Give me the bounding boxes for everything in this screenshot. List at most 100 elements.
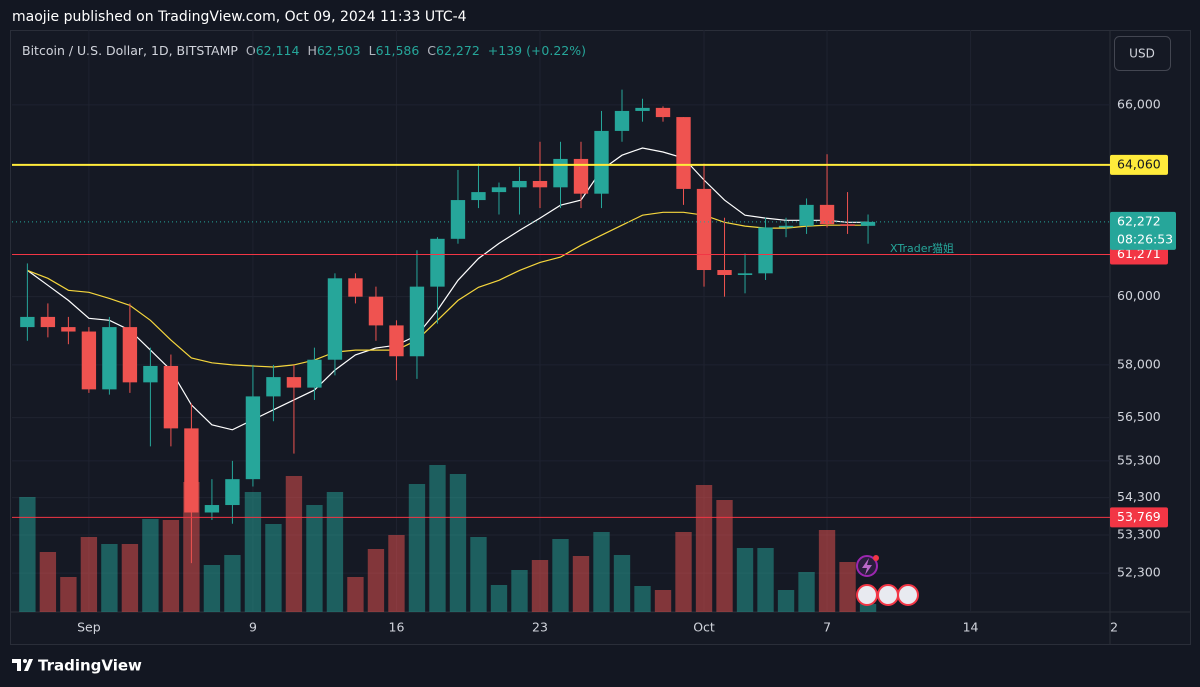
volume-bar [552,539,569,612]
change: +139 (+0.22%) [488,43,586,58]
volume-bar [19,497,36,612]
candle-body [409,286,425,357]
ohlc-value: 62,272 [436,43,480,58]
plot: 66,000 60,000 58,000 56,500 55,300 54,300 53,3… [12,30,1176,635]
level-badge [1110,154,1168,175]
volume-bar [675,532,692,612]
flag-icon [856,584,878,606]
volume-bar [39,552,57,612]
volume-bar [839,562,856,612]
volume-bar [470,537,487,612]
y-tick-label: 53,300 [1117,527,1161,542]
lightning [862,558,872,575]
y-tick-label: 55,300 [1117,452,1161,467]
volume-bar [244,492,262,612]
candle-body [512,180,527,188]
footer: TradingView [38,657,142,675]
currency-label[interactable]: USD [1129,47,1155,61]
candle-body [348,278,363,297]
countdown: 08:26:53 [1117,231,1173,246]
candle-body [245,396,261,480]
candle-body [450,200,466,239]
candle-body [184,428,199,513]
x-tick-label: 7 [823,620,831,635]
candle-body [368,296,384,326]
y-tick-label: 58,000 [1117,356,1161,371]
legend: Bitcoin / U.S. Dollar, 1D, BITSTAMP O 62,… [22,43,586,58]
symbol: Bitcoin / U.S. Dollar, 1D, BITSTAMP [22,43,238,58]
candle-body [655,107,671,118]
volume-bar [613,555,631,612]
candle-body [778,225,794,228]
level-label: 64,060 [1117,156,1161,171]
volume-bar [859,604,877,612]
volume-bar [716,500,733,612]
candle-body [594,130,609,194]
volume-bar [224,555,241,612]
y-tick-label: 60,000 [1117,288,1161,303]
candle-body [204,505,220,513]
moving-average [27,211,869,368]
volume-bar [388,535,405,612]
y-tick-label: 56,500 [1117,409,1161,424]
volume-bar [121,544,139,612]
x-tick-label: Sep [77,620,101,635]
volume-bar [80,537,98,612]
candle-body [573,158,589,194]
x-tick-label: 2 [1110,620,1118,635]
x-tick-label: 16 [389,620,405,635]
volume-bar [101,544,118,612]
volume-bar [408,484,426,612]
volume-bar [818,530,836,612]
volume-bar [60,577,77,612]
ohlc-key: O [246,43,256,58]
x-tick-label: 14 [963,620,979,635]
ohlc-key: H [307,43,316,58]
candle-body [225,479,240,506]
candle-body [307,359,322,388]
volume-bar [736,548,754,612]
candle-body [163,365,179,429]
candle-body [614,110,630,131]
volume-bar [511,570,528,612]
ohlc-key: C [427,43,436,58]
candle-body [430,238,445,287]
y-tick-label: 66,000 [1117,96,1161,111]
candle-body [266,377,281,397]
currency-button[interactable] [1114,36,1171,71]
volume-bar [593,532,610,612]
candle-body [471,192,486,201]
candle-body [860,221,876,226]
volume-bar [654,590,672,612]
header: maojie published on TradingView.com, Oct… [12,9,467,25]
volume-bar [777,590,795,612]
volume-bar [203,565,221,612]
event-dot [873,555,879,561]
ohlc-key: L [369,43,376,58]
volume-bar [798,572,815,612]
x-tick-label: Oct [693,620,715,635]
candle-body [122,327,138,383]
volume-bar [490,585,508,612]
annotation: XTrader猫姐 [890,241,954,255]
candle-body [20,316,35,328]
candle-body [61,327,76,332]
volume-bar [306,505,323,612]
candle-body [717,270,732,275]
last-price-label: 62,272 [1117,213,1161,228]
candle-body [81,331,97,390]
volume-bar [347,577,364,612]
candle-body [327,278,343,360]
volume-bar [695,485,713,612]
volume-bar [285,476,303,612]
volume-bar [531,560,549,612]
volume-bar [326,492,344,612]
candle-body [143,365,158,383]
candle-body [758,227,773,274]
volume-bar [162,520,180,612]
y-tick-label: 54,300 [1117,489,1161,504]
ohlc-value: 61,586 [376,43,420,58]
candle-body [40,316,56,328]
event-icons [856,555,919,606]
